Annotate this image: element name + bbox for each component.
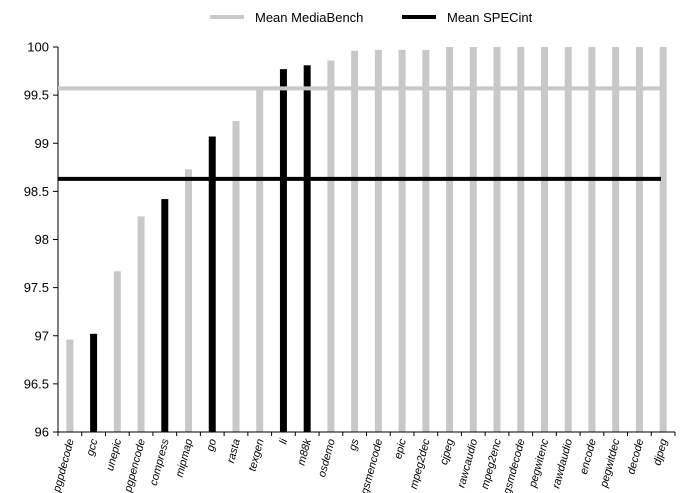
bar-pegwitenc <box>540 47 548 432</box>
x-tick-label: decode <box>625 438 646 476</box>
x-tick-label: pgpencode <box>122 438 148 493</box>
reference-lines <box>58 86 661 181</box>
bar-compress <box>161 199 169 432</box>
y-tick-label: 96 <box>35 425 49 440</box>
bar-pegwitdec <box>612 47 620 432</box>
x-tick-label: rawcaudio <box>456 438 481 490</box>
y-tick-label: 98 <box>35 232 49 247</box>
bar-rawcaudio <box>469 47 477 432</box>
x-tick-label: mpeg2dec <box>408 437 433 490</box>
bar-pgpdecode <box>66 339 74 432</box>
bar-gcc <box>90 333 98 432</box>
bar-osdemo <box>327 60 335 432</box>
x-tick-label: djpeg <box>651 437 670 467</box>
bar-decode <box>635 47 643 432</box>
y-axis: 96 96.5 97 97.5 98 98.5 99 99.5 100 <box>24 40 59 440</box>
x-tick-label: mpeg2enc <box>479 437 504 490</box>
x-tick-label: pgpdecode <box>51 438 77 493</box>
y-tick-label: 98.5 <box>24 184 49 199</box>
x-tick-label: gcc <box>84 437 100 457</box>
x-tick-label: pegwitdec <box>598 437 623 489</box>
bar-epic <box>398 49 406 432</box>
y-tick-label: 97 <box>35 328 49 343</box>
x-tick-label: epic <box>392 437 409 460</box>
x-tick-label: unepic <box>104 437 124 472</box>
bar-unepic <box>113 271 121 432</box>
bar-rawdaudio <box>564 47 572 432</box>
bar-mpeg2enc <box>493 47 501 432</box>
bar-go <box>208 136 216 432</box>
bar-m88k <box>303 65 311 432</box>
x-tick-label: pegwitenc <box>527 437 552 489</box>
bar-pgpencode <box>137 216 145 432</box>
bar-gsmdecode <box>517 47 525 432</box>
bar-cjpeg <box>446 47 454 432</box>
x-tick-label: rasta <box>225 438 243 465</box>
bar-mipmap <box>185 169 193 433</box>
bar-gs <box>351 50 359 432</box>
x-tick-label: mipmap <box>174 438 196 479</box>
x-tick-label: cjpeg <box>438 437 457 466</box>
x-tick-label: go <box>204 438 219 453</box>
bar-encode <box>588 47 596 432</box>
y-tick-label: 99 <box>35 136 49 151</box>
x-tick-label: compress <box>148 437 172 487</box>
x-tick-label: osdemo <box>316 438 338 479</box>
x-tick-label: m88k <box>296 437 315 467</box>
legend-label-mean-specint: Mean SPECint <box>447 10 533 25</box>
bar-rasta <box>232 121 240 433</box>
x-tick-label: gs <box>347 437 362 452</box>
x-tick-label: rawdaudio <box>550 438 575 490</box>
y-tick-label: 100 <box>27 40 49 55</box>
x-tick-label: gsmdecode <box>501 438 527 493</box>
legend-label-mean-mediabench: Mean MediaBench <box>255 10 363 25</box>
x-tick-label: texgen <box>246 438 266 473</box>
bar-djpeg <box>659 47 667 432</box>
x-tick-label: encode <box>578 438 599 476</box>
bar-li <box>279 69 287 432</box>
bar-mpeg2dec <box>422 49 430 432</box>
x-tick-label: gsmencode <box>359 438 385 493</box>
y-tick-label: 97.5 <box>24 280 49 295</box>
bars <box>66 47 667 433</box>
x-tick-label: li <box>277 437 290 445</box>
legend: Mean MediaBench Mean SPECint <box>210 10 533 25</box>
y-tick-label: 96.5 <box>24 376 49 391</box>
bar-gsmencode <box>374 49 382 432</box>
bar-texgen <box>256 88 264 432</box>
y-tick-label: 99.5 <box>24 88 49 103</box>
